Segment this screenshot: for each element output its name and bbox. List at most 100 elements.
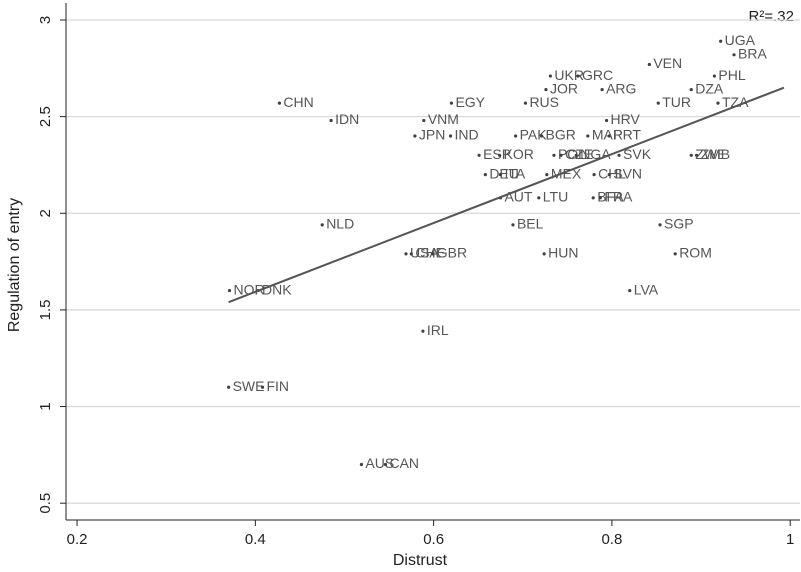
y-tick-label: 2.5 xyxy=(37,106,54,127)
point xyxy=(617,153,621,157)
point-label: PRT xyxy=(613,127,641,143)
x-tick-label: 0.2 xyxy=(67,531,88,548)
point-label: KOR xyxy=(504,146,534,162)
x-tick-label: 0.4 xyxy=(245,531,266,548)
point xyxy=(719,39,723,43)
point-label: PAK xyxy=(520,127,548,143)
fit-line xyxy=(228,86,785,304)
y-tick-label: 0.5 xyxy=(37,493,54,514)
point-label: TUR xyxy=(662,94,691,110)
point xyxy=(260,385,265,389)
point xyxy=(689,87,693,92)
point-label: SWE xyxy=(233,378,265,394)
point xyxy=(607,134,611,138)
point xyxy=(227,288,232,293)
point-label: PHL xyxy=(718,67,745,83)
point-label: JOR xyxy=(550,80,578,96)
point xyxy=(574,153,578,157)
point xyxy=(359,462,364,467)
point xyxy=(422,118,426,123)
point-label: ESP xyxy=(483,146,511,162)
point xyxy=(591,196,595,200)
point-label: HUN xyxy=(548,245,578,261)
point-label: BEL xyxy=(517,216,544,232)
point xyxy=(545,173,549,177)
point xyxy=(604,118,609,123)
point-label: CHE xyxy=(415,245,445,261)
point-label: POL xyxy=(558,146,586,162)
point xyxy=(658,223,662,227)
x-tick-label: 1 xyxy=(786,531,794,548)
point-label: BFA xyxy=(597,189,624,205)
point xyxy=(647,62,651,67)
point-label: BRA xyxy=(738,45,767,61)
x-tick-label: 0.8 xyxy=(601,531,622,548)
y-tick-label: 1.5 xyxy=(37,299,54,320)
point xyxy=(449,101,454,105)
point xyxy=(514,134,518,138)
point xyxy=(226,385,231,389)
point-label: ITA xyxy=(504,165,525,181)
y-tick-label: 2 xyxy=(37,209,54,217)
point xyxy=(497,153,502,157)
point xyxy=(559,153,563,157)
point xyxy=(689,153,693,157)
point-label: ZMB xyxy=(701,146,731,162)
point xyxy=(409,252,413,256)
point xyxy=(544,87,548,92)
point xyxy=(511,223,515,227)
point-label: VEN xyxy=(653,55,682,71)
point-label: USA xyxy=(410,245,439,261)
point xyxy=(537,196,541,200)
point-label: DZA xyxy=(695,80,724,96)
x-axis-title: Distrust xyxy=(393,552,448,569)
point xyxy=(552,153,556,157)
point-label: UKR xyxy=(554,67,584,83)
point-label: ROM xyxy=(679,245,712,261)
point-label: SVK xyxy=(623,146,652,162)
point xyxy=(586,134,590,138)
point xyxy=(404,252,408,256)
point xyxy=(694,153,699,157)
point xyxy=(383,462,388,467)
point-label: LTU xyxy=(543,189,568,205)
point xyxy=(320,223,324,227)
point xyxy=(673,252,677,256)
point-label: CHN xyxy=(283,94,313,110)
point xyxy=(598,196,602,200)
point xyxy=(483,173,487,177)
point-label: IDN xyxy=(335,111,359,127)
point xyxy=(656,101,660,105)
point xyxy=(600,87,604,92)
point xyxy=(329,118,333,123)
y-tick-label: 3 xyxy=(37,16,54,24)
point-label: TZA xyxy=(722,94,749,110)
point-label: CAN xyxy=(389,455,419,471)
point-label: ARG xyxy=(606,80,636,96)
point-label: EGY xyxy=(455,94,485,110)
x-tick-label: 0.6 xyxy=(423,531,444,548)
point xyxy=(576,74,580,78)
point-label: GRC xyxy=(582,67,613,83)
point-label: MAR xyxy=(592,127,623,143)
point-label: IRL xyxy=(427,322,449,338)
point-label: SVN xyxy=(613,165,642,181)
point-label: NLD xyxy=(326,216,354,232)
y-tick-label: 1 xyxy=(37,402,54,410)
point-label: GBR xyxy=(437,245,467,261)
point xyxy=(548,74,553,78)
point-label: HRV xyxy=(611,111,641,127)
point xyxy=(448,134,453,138)
point xyxy=(628,288,632,293)
point xyxy=(431,252,435,256)
point-label: NOR xyxy=(233,281,264,297)
point-label: UGA xyxy=(725,32,756,48)
point-label: LVA xyxy=(634,281,659,297)
point-label: FIN xyxy=(266,378,289,394)
point xyxy=(716,101,720,105)
annotation: R²=.32 xyxy=(749,8,794,25)
point xyxy=(498,173,503,177)
point-label: JPN xyxy=(419,127,445,143)
point xyxy=(539,134,544,138)
